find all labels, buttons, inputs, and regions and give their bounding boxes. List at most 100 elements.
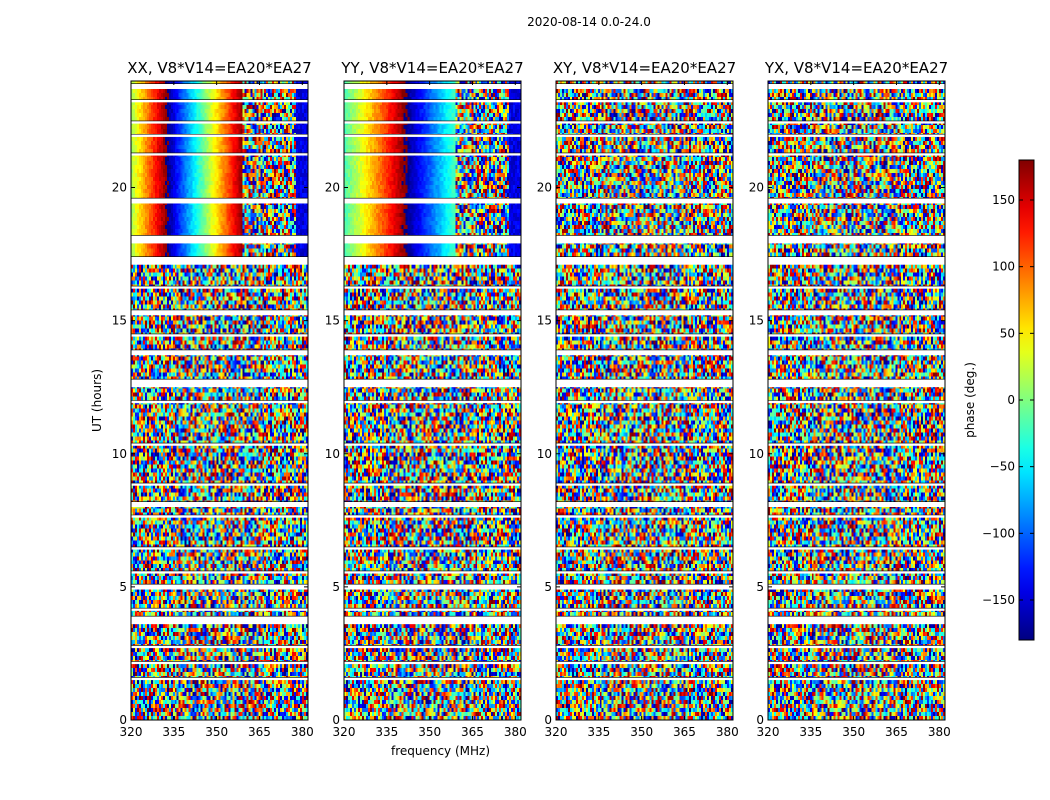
colorbar-tick-label: −150 xyxy=(982,593,1015,607)
flagged-gap xyxy=(131,349,308,356)
flagged-gap xyxy=(556,677,733,681)
x-tick-label: 350 xyxy=(630,725,653,739)
flagged-gap xyxy=(556,443,733,446)
flagged-gap xyxy=(556,120,733,124)
flagged-gap xyxy=(556,584,733,590)
y-tick-label: 20 xyxy=(749,181,764,195)
flagged-gap xyxy=(556,645,733,649)
colorbar: −150 −100 −50 0 50 100 150 phase (deg.) xyxy=(963,159,1035,641)
flagged-gap xyxy=(131,400,308,404)
panel-title: XY, V8*V14=EA20*EA27 xyxy=(553,59,736,77)
flagged-gap xyxy=(344,443,521,446)
flagged-gap xyxy=(131,309,308,316)
colorbar-tick-label: 100 xyxy=(992,260,1015,274)
flagged-gap xyxy=(131,443,308,446)
flagged-gap xyxy=(556,514,733,518)
flagged-gap xyxy=(131,608,308,611)
flagged-gap xyxy=(556,616,733,625)
flagged-gap xyxy=(556,83,733,89)
y-tick-label: 0 xyxy=(544,713,552,727)
flagged-gap xyxy=(768,309,945,316)
flagged-gap xyxy=(131,198,308,204)
flagged-gap xyxy=(344,83,521,89)
flagged-gap xyxy=(131,584,308,590)
flagged-gap xyxy=(344,309,521,316)
flagged-gap xyxy=(768,333,945,337)
colorbar-tick-label: −50 xyxy=(990,460,1015,474)
colorbar-tick-label: −100 xyxy=(982,526,1015,540)
flagged-gap xyxy=(344,235,521,244)
flagged-gap xyxy=(344,501,521,507)
flagged-gap xyxy=(556,198,733,204)
x-tick-label: 320 xyxy=(757,725,780,739)
flagged-gap xyxy=(131,235,308,244)
flagged-gap xyxy=(768,235,945,244)
y-axis-label: UT (hours) xyxy=(90,369,104,432)
x-tick-label: 335 xyxy=(375,725,398,739)
axes-frame xyxy=(555,80,734,721)
flagged-gap xyxy=(556,309,733,316)
x-tick-label: 350 xyxy=(205,725,228,739)
panel-xx: XX, V8*V14=EA20*EA27 320 335 350 365 380 0 5 10 1… xyxy=(90,59,314,739)
x-tick-label: 320 xyxy=(333,725,356,739)
flagged-gap xyxy=(768,483,945,486)
flagged-gap xyxy=(344,349,521,356)
flagged-gap xyxy=(131,152,308,156)
flagged-gap xyxy=(768,379,945,388)
flagged-gap xyxy=(556,570,733,574)
flagged-gap xyxy=(344,152,521,156)
flagged-gap xyxy=(556,349,733,356)
flagged-gap xyxy=(768,514,945,518)
y-tick-label: 10 xyxy=(325,447,340,461)
flagged-gap xyxy=(768,256,945,265)
flagged-gap xyxy=(768,570,945,574)
x-axis-label: frequency (MHz) xyxy=(391,744,490,758)
x-tick-label: 380 xyxy=(504,725,527,739)
flagged-gap xyxy=(344,99,521,103)
flagged-gap xyxy=(344,483,521,486)
colorbar-tick-label: 50 xyxy=(1000,326,1015,340)
flagged-gap xyxy=(131,645,308,649)
x-tick-label: 380 xyxy=(716,725,739,739)
x-tick-label: 380 xyxy=(291,725,314,739)
axes-frame xyxy=(343,80,522,721)
y-tick-label: 15 xyxy=(325,314,340,328)
panel-title: YY, V8*V14=EA20*EA27 xyxy=(340,59,523,77)
x-tick-label: 365 xyxy=(885,725,908,739)
y-tick-label: 10 xyxy=(537,447,552,461)
y-tick-label: 5 xyxy=(756,580,764,594)
flagged-gap xyxy=(556,661,733,665)
flagged-gap xyxy=(556,501,733,507)
flagged-gap xyxy=(556,400,733,404)
flagged-gap xyxy=(131,333,308,337)
y-tick-label: 15 xyxy=(749,314,764,328)
flagged-gap xyxy=(344,514,521,518)
flagged-gap xyxy=(768,134,945,137)
flagged-gap xyxy=(344,570,521,574)
flagged-gap xyxy=(768,501,945,507)
panel-title: YX, V8*V14=EA20*EA27 xyxy=(764,59,948,77)
flagged-gap xyxy=(131,256,308,265)
flagged-gap xyxy=(344,645,521,649)
flagged-gap xyxy=(131,83,308,89)
flagged-gap xyxy=(344,584,521,590)
flagged-gap xyxy=(131,546,308,550)
flagged-gap xyxy=(768,400,945,404)
y-tick-label: 5 xyxy=(119,580,127,594)
y-tick-label: 20 xyxy=(112,181,127,195)
panel-xy: XY, V8*V14=EA20*EA27 320 335 350 365 380 0 5 10 1… xyxy=(537,59,739,739)
flagged-gap xyxy=(768,608,945,611)
flagged-gap xyxy=(131,661,308,665)
y-tick-label: 0 xyxy=(332,713,340,727)
colorbar-tick-label: 150 xyxy=(992,193,1015,207)
figure-suptitle: 2020-08-14 0.0-24.0 xyxy=(527,15,651,29)
flagged-gap xyxy=(556,608,733,611)
flagged-gap xyxy=(131,379,308,388)
flagged-gap xyxy=(556,379,733,388)
x-tick-label: 320 xyxy=(545,725,568,739)
flagged-gap xyxy=(344,616,521,625)
flagged-gap xyxy=(556,483,733,486)
y-tick-label: 15 xyxy=(537,314,552,328)
flagged-gap xyxy=(768,677,945,681)
flagged-gap xyxy=(131,514,308,518)
